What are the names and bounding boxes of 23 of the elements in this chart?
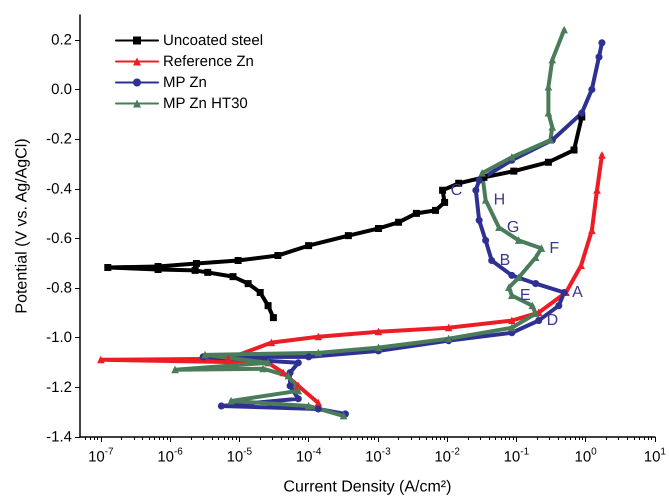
annotation: E <box>520 287 531 304</box>
annotation: A <box>572 284 584 302</box>
annotation: G <box>506 218 520 236</box>
y-tick-label: 0.0 <box>51 80 72 98</box>
legend-label: Reference Zn <box>163 53 254 70</box>
legend-label: Uncoated steel <box>163 32 264 49</box>
annotation: D <box>546 312 558 330</box>
y-tick-label: -1.2 <box>46 378 72 396</box>
annotation: H <box>494 192 506 209</box>
y-tick-label: -0.2 <box>46 130 72 148</box>
y-tick-label: -0.8 <box>46 280 72 297</box>
annotation: C <box>450 182 462 199</box>
annotation: F <box>549 240 560 257</box>
y-tick-label: -1.0 <box>46 329 72 346</box>
y-axis-title: Potential (V vs. Ag/AgCl) <box>14 138 30 314</box>
y-tick-label: -1.4 <box>46 428 72 446</box>
annotation: B <box>500 252 510 270</box>
y-tick-label: 0.2 <box>51 31 72 48</box>
legend-label: MP Zn <box>163 74 207 91</box>
y-tick-label: -0.6 <box>46 230 72 247</box>
x-axis-title: Current Density (A/cm²) <box>283 478 452 496</box>
y-tick-label: -0.4 <box>46 180 72 198</box>
legend-label: MP Zn HT30 <box>163 95 248 112</box>
